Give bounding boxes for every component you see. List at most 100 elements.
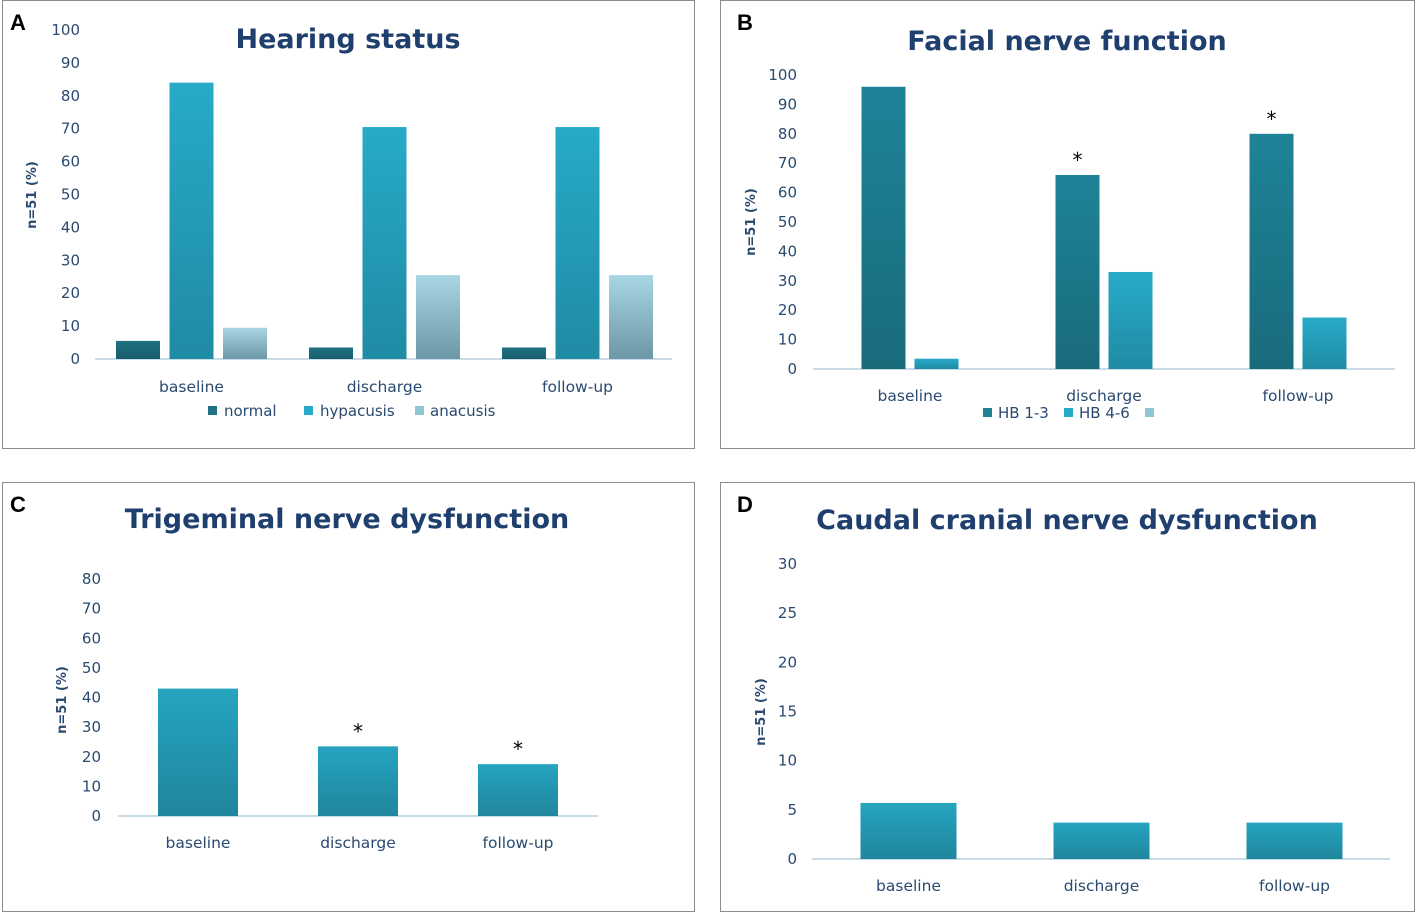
panel-c [2,482,695,912]
bar [1108,271,1153,369]
y-tick-label: 70 [778,154,797,172]
x-category-label: follow-up [1263,387,1334,405]
y-tick-label: 90 [61,54,80,72]
y-tick-label: 30 [778,555,797,573]
x-category-label: follow-up [542,378,613,396]
bar [158,688,238,816]
bar [1302,317,1347,369]
y-tick-label: 10 [82,777,101,795]
x-category-label: discharge [1064,877,1140,895]
y-tick-label: 50 [82,659,101,677]
bar [1055,174,1100,369]
y-tick-label: 10 [61,317,80,335]
x-category-label: baseline [166,834,231,852]
bar [416,275,460,359]
legend-swatch [1145,408,1154,417]
y-tick-label: 30 [778,272,797,290]
y-tick-label: 80 [778,125,797,143]
y-tick-label: 90 [778,95,797,113]
bar [914,358,959,369]
legend-label: normal [224,402,277,420]
x-category-label: baseline [878,387,943,405]
y-tick-label: 20 [82,748,101,766]
bar [169,82,214,359]
bar [861,86,906,369]
bar [309,347,353,359]
bar [478,764,558,816]
panel-letter-a: A [10,10,26,35]
bar [555,127,600,360]
y-tick-label: 0 [787,850,797,868]
y-tick-label: 60 [778,184,797,202]
y-tick-label: 10 [778,331,797,349]
bar [318,746,398,816]
y-tick-label: 60 [82,629,101,647]
bar [609,275,653,359]
panel-letter-b: B [737,10,753,35]
x-category-label: follow-up [1259,877,1330,895]
x-category-label: baseline [876,877,941,895]
y-tick-label: 70 [82,600,101,618]
y-tick-label: 25 [778,604,797,622]
chart-title: Facial nerve function [907,26,1227,57]
y-tick-label: 50 [778,213,797,231]
x-category-label: discharge [347,378,423,396]
legend-label: hypacusis [320,402,395,420]
panel-letter-c: C [10,492,26,517]
legend-swatch [208,406,217,415]
bar [1246,822,1343,859]
x-category-label: follow-up [483,834,554,852]
significance-marker: * [353,719,363,743]
y-axis-label: n=51 (%) [25,161,40,229]
y-axis-label: n=51 (%) [754,678,769,746]
bar [502,347,546,359]
y-tick-label: 50 [61,186,80,204]
bar [1053,822,1150,859]
bar [116,340,160,359]
significance-marker: * [1073,148,1083,172]
y-tick-label: 40 [778,242,797,260]
x-category-label: discharge [1066,387,1142,405]
y-tick-label: 20 [778,653,797,671]
y-tick-label: 80 [61,87,80,105]
chart-title: Trigeminal nerve dysfunction [125,504,569,535]
legend-label: HB 4-6 [1079,404,1130,422]
panel-letter-d: D [737,492,753,517]
legend-swatch [415,406,424,415]
legend-swatch [1064,408,1073,417]
y-tick-label: 30 [61,251,80,269]
bar [1249,133,1294,369]
bar [223,327,267,359]
y-tick-label: 100 [768,66,797,84]
bar [860,802,957,859]
y-tick-label: 100 [51,21,80,39]
y-tick-label: 15 [778,703,797,721]
y-tick-label: 0 [787,360,797,378]
significance-marker: * [1267,107,1277,131]
legend-swatch [304,406,313,415]
y-tick-label: 30 [82,718,101,736]
y-tick-label: 60 [61,153,80,171]
y-tick-label: 0 [91,807,101,825]
y-axis-label: n=51 (%) [744,188,759,256]
y-tick-label: 70 [61,120,80,138]
legend-label: anacusis [430,402,496,420]
y-tick-label: 40 [61,218,80,236]
y-tick-label: 80 [82,570,101,588]
legend-swatch [983,408,992,417]
y-tick-label: 20 [61,284,80,302]
y-tick-label: 5 [787,801,797,819]
x-category-label: baseline [159,378,224,396]
y-axis-label: n=51 (%) [55,666,70,734]
legend-label: HB 1-3 [998,404,1049,422]
y-tick-label: 10 [778,752,797,770]
x-category-label: discharge [320,834,396,852]
bar [362,127,407,360]
significance-marker: * [513,737,523,761]
chart-title: Caudal cranial nerve dysfunction [816,505,1318,536]
chart-title: Hearing status [235,24,460,55]
